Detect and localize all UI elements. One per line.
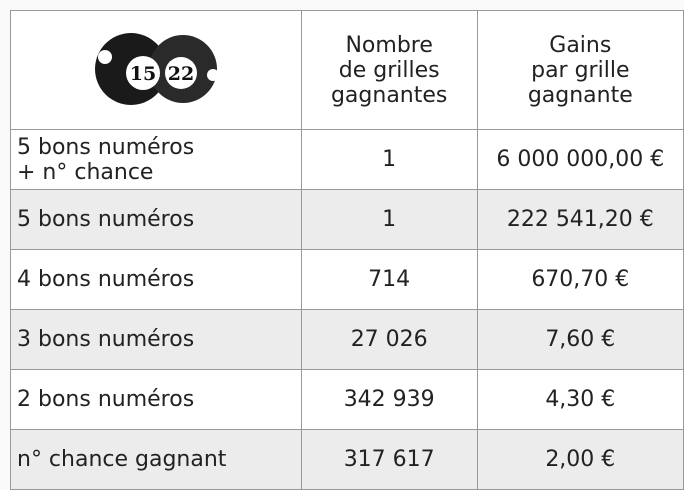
balls-icon: 15 22 (91, 27, 221, 107)
table-cell: 342 939 (301, 370, 477, 430)
row-label: 5 bons numéros (11, 190, 302, 250)
cell-line: Nombre (308, 33, 471, 58)
table-cell: 1 (301, 130, 477, 190)
cell-line: gagnante (484, 83, 677, 108)
ball-number: 22 (168, 63, 194, 85)
cell-line: gagnantes (308, 83, 471, 108)
logo-cell: 15 22 (11, 11, 302, 130)
cell-line: Gains (484, 33, 677, 58)
table-cell: 6 000 000,00 € (477, 130, 683, 190)
table-cell: 4,30 € (477, 370, 683, 430)
table-cell: 1 (301, 190, 477, 250)
ball-number: 15 (130, 63, 156, 85)
row-label: 4 bons numéros (11, 250, 302, 310)
table-cell: 714 (301, 250, 477, 310)
table-cell: 2,00 € (477, 430, 683, 490)
cell-line: + n° chance (17, 160, 295, 185)
cell-line: par grille (484, 58, 677, 83)
row-label: 3 bons numéros (11, 310, 302, 370)
row-label: n° chance gagnant (11, 430, 302, 490)
row-label: 2 bons numéros (11, 370, 302, 430)
table-cell: 317 617 (301, 430, 477, 490)
row-label: 5 bons numéros+ n° chance (11, 130, 302, 190)
table-cell: 222 541,20 € (477, 190, 683, 250)
table-cell: 7,60 € (477, 310, 683, 370)
table-cell: 670,70 € (477, 250, 683, 310)
cell-line: 5 bons numéros (17, 135, 295, 160)
table-cell: 27 026 (301, 310, 477, 370)
page: 15 22 Nombrede grillesgagnantesGainspar … (0, 0, 684, 488)
cell-line: de grilles (308, 58, 471, 83)
